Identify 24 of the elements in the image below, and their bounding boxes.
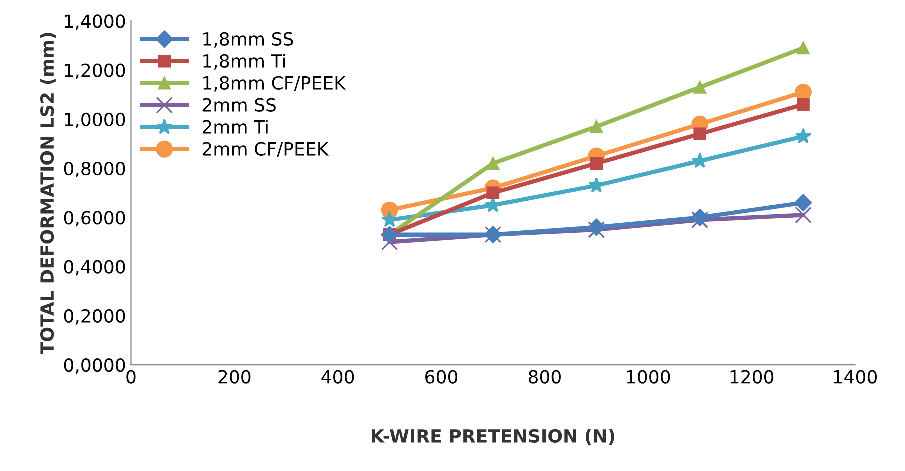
legend-label: 1,8mm CF/PEEK (204, 76, 346, 92)
x-tick-label: 1400 (834, 370, 877, 384)
y-tick-label: 0,4000 (64, 260, 126, 276)
x-tick-label: 1200 (730, 370, 774, 384)
x-tick-label: 0 (126, 370, 136, 384)
legend-label: 2mm Ti (202, 120, 268, 134)
x-tick-label: 400 (322, 370, 354, 384)
legend-label: 1,8mm Ti (204, 54, 286, 70)
y-tick-label: 0,8000 (64, 162, 126, 178)
y-tick-label: 1,0000 (65, 112, 126, 128)
y-tick-label: 0,2000 (64, 309, 126, 325)
y-tick-label: 0,0000 (64, 358, 126, 374)
y-tick-label: 1,2000 (65, 64, 126, 80)
y-tick-label: 1,4000 (65, 14, 126, 30)
x-tick-label: 800 (528, 370, 561, 384)
y-axis-title: TOTAL DEFORMATION LS2 (mm) (40, 33, 56, 355)
y-tick-label: 0,6000 (64, 211, 126, 227)
x-axis-title: K-WIRE PRETENSION (N) (372, 429, 614, 446)
legend-label: 2mm CF/PEEK (202, 142, 330, 158)
x-tick-label: 1000 (627, 370, 670, 384)
legend-label: 1,8mm SS (204, 32, 294, 48)
x-tick-label: 600 (426, 370, 458, 384)
x-tick-label: 200 (218, 370, 251, 384)
legend-label: 2mm SS (202, 98, 276, 112)
